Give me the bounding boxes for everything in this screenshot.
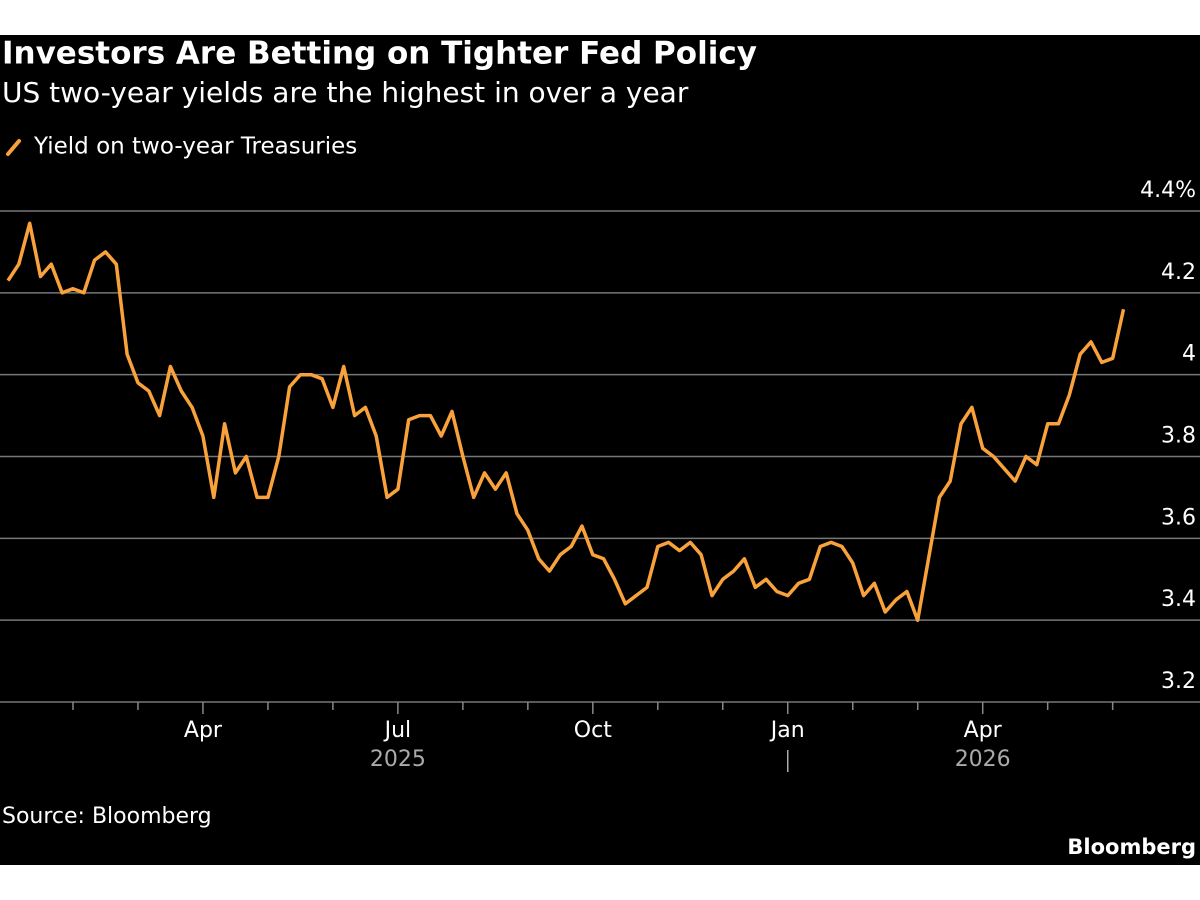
y-tick-label: 3.6	[1161, 505, 1196, 530]
y-tick-label: 4.2	[1161, 260, 1196, 285]
source-note: Source: Bloomberg	[2, 804, 212, 829]
data-line	[6, 221, 1126, 622]
chart-title: Investors Are Betting on Tighter Fed Pol…	[2, 36, 757, 72]
y-tick-label: 4.4%	[1140, 178, 1196, 203]
chart-background	[0, 35, 1200, 865]
x-tick-label: Jul	[383, 718, 412, 743]
legend-swatch	[6, 139, 21, 156]
y-tick-label: 3.2	[1161, 669, 1196, 694]
x-year-label: 2025	[370, 747, 426, 772]
x-year-label: 2026	[955, 747, 1011, 772]
x-tick-label: Jan	[769, 718, 805, 743]
x-tick-label: Oct	[574, 718, 612, 743]
x-tick-label: Apr	[184, 718, 223, 743]
brand: Bloomberg	[1067, 835, 1196, 859]
legend-label: Yield on two-year Treasuries	[33, 134, 357, 160]
x-tick-label: Apr	[964, 718, 1003, 743]
chart-subtitle: US two-year yields are the highest in ov…	[2, 76, 689, 109]
y-tick-label: 3.8	[1161, 424, 1196, 449]
y-tick-label: 4	[1182, 342, 1196, 367]
y-tick-label: 3.4	[1161, 587, 1196, 612]
